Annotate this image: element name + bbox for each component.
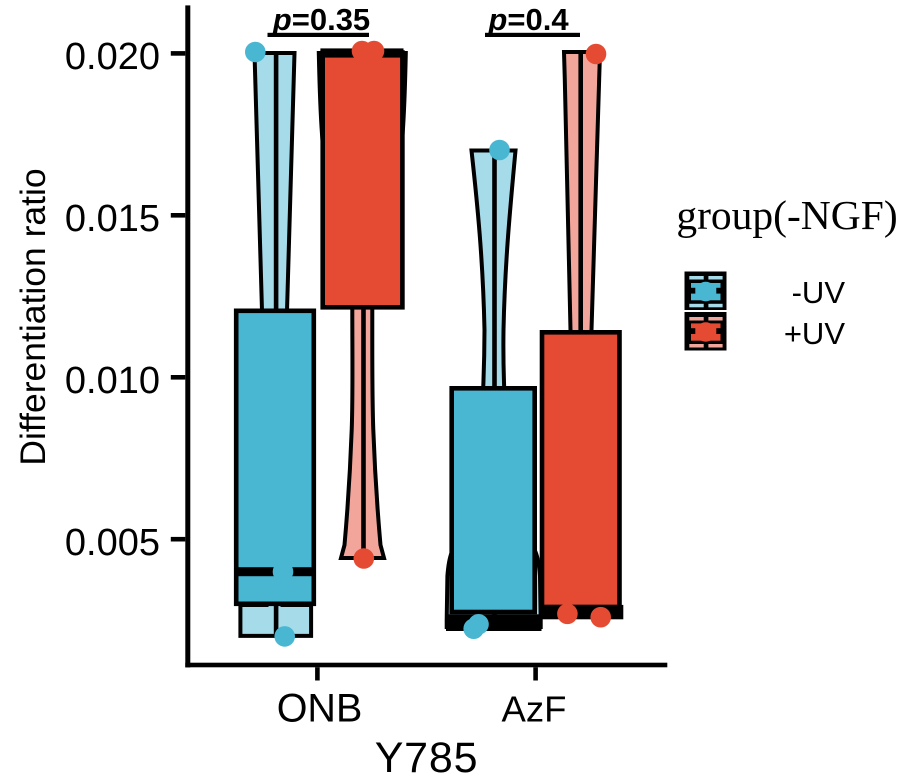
- svg-text:+UV: +UV: [784, 316, 845, 351]
- svg-text:-UV: -UV: [792, 275, 846, 310]
- svg-text:0.020: 0.020: [65, 36, 160, 78]
- svg-text:0.015: 0.015: [65, 198, 160, 240]
- svg-text:Y785: Y785: [375, 734, 479, 778]
- svg-text:p=0.4: p=0.4: [487, 2, 569, 37]
- svg-text:p=0.35: p=0.35: [272, 2, 370, 37]
- svg-text:ONB: ONB: [277, 687, 363, 731]
- svg-text:group(-NGF): group(-NGF): [676, 192, 897, 239]
- svg-text:0.005: 0.005: [65, 522, 160, 564]
- svg-text:0.010: 0.010: [65, 360, 160, 402]
- svg-text:AzF: AzF: [502, 689, 567, 730]
- svg-text:Differentiation ratio: Differentiation ratio: [13, 168, 53, 465]
